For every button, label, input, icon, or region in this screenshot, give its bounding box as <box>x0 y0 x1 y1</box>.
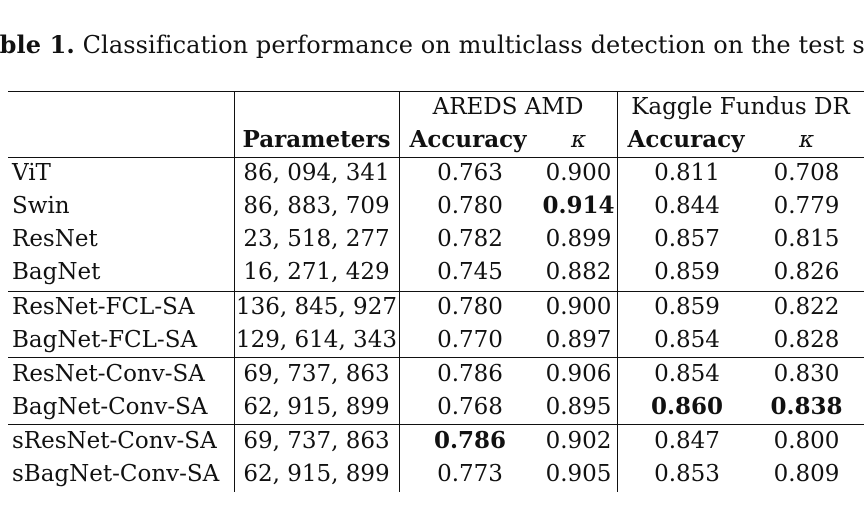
model-name: sResNet-Conv-SA <box>12 428 217 454</box>
kaggle-accuracy: 0.854 <box>654 361 720 387</box>
kaggle-accuracy: 0.854 <box>654 327 720 353</box>
areds-accuracy: 0.770 <box>437 327 503 353</box>
header-rule <box>8 157 864 158</box>
kaggle-kappa: 0.800 <box>773 428 840 454</box>
model-name: BagNet-Conv-SA <box>12 394 208 420</box>
kaggle-kappa: 0.822 <box>773 294 840 320</box>
kaggle-kappa: 0.828 <box>773 327 840 353</box>
table-top-rule <box>8 91 864 92</box>
header-group-areds: AREDS AMD <box>432 94 584 120</box>
kaggle-accuracy: 0.853 <box>654 461 720 487</box>
areds-kappa: 0.914 <box>542 192 615 219</box>
kaggle-kappa: 0.826 <box>773 259 840 285</box>
group-rule-3 <box>8 424 864 425</box>
areds-kappa: 0.882 <box>545 259 612 285</box>
header-group-kaggle: Kaggle Fundus DR <box>631 94 850 120</box>
model-name: Swin <box>12 193 70 219</box>
areds-kappa: 0.905 <box>545 461 612 487</box>
kaggle-kappa: 0.815 <box>773 226 840 252</box>
model-column-rule <box>234 91 235 492</box>
areds-accuracy: 0.782 <box>437 226 503 252</box>
table-caption: able 1. Classification performance on mu… <box>0 30 864 59</box>
header-accuracy-areds: Accuracy <box>409 126 527 153</box>
model-name: ResNet-FCL-SA <box>12 294 195 320</box>
areds-kappa: 0.900 <box>545 160 612 186</box>
areds-kappa: 0.897 <box>545 327 612 353</box>
kaggle-accuracy: 0.859 <box>654 294 720 320</box>
parameters-value: 23, 518, 277 <box>243 226 390 252</box>
parameters-value: 62, 915, 899 <box>243 394 390 420</box>
group-rule-2 <box>8 357 864 358</box>
header-kappa-kaggle: κ <box>798 127 815 153</box>
areds-accuracy: 0.780 <box>437 294 503 320</box>
areds-accuracy: 0.763 <box>437 160 503 186</box>
dataset-separator-rule <box>617 91 618 492</box>
areds-accuracy: 0.786 <box>437 361 503 387</box>
parameters-value: 136, 845, 927 <box>236 294 397 320</box>
kaggle-accuracy: 0.847 <box>654 428 720 454</box>
model-name: sBagNet-Conv-SA <box>12 461 220 487</box>
areds-kappa: 0.895 <box>545 394 612 420</box>
parameters-column-rule <box>399 91 400 492</box>
kaggle-kappa: 0.830 <box>773 361 840 387</box>
header-parameters: Parameters <box>242 126 391 153</box>
parameters-value: 62, 915, 899 <box>243 461 390 487</box>
areds-kappa: 0.902 <box>545 428 612 454</box>
caption-text: Classification performance on multiclass… <box>82 31 864 59</box>
areds-kappa: 0.899 <box>545 226 612 252</box>
kaggle-accuracy: 0.844 <box>654 193 720 219</box>
kaggle-accuracy: 0.811 <box>654 160 720 186</box>
areds-accuracy: 0.745 <box>437 259 503 285</box>
areds-accuracy: 0.786 <box>433 427 507 454</box>
areds-accuracy: 0.768 <box>437 394 503 420</box>
kaggle-accuracy: 0.857 <box>654 226 720 252</box>
kaggle-kappa: 0.809 <box>773 461 840 487</box>
parameters-value: 69, 737, 863 <box>243 428 390 454</box>
areds-accuracy: 0.773 <box>437 461 503 487</box>
kaggle-kappa: 0.779 <box>773 193 840 219</box>
group-rule-1 <box>8 291 864 292</box>
kaggle-accuracy: 0.860 <box>650 393 724 420</box>
parameters-value: 86, 094, 341 <box>243 160 390 186</box>
kaggle-accuracy: 0.859 <box>654 259 720 285</box>
model-name: ResNet-Conv-SA <box>12 361 205 387</box>
areds-kappa: 0.906 <box>545 361 612 387</box>
areds-accuracy: 0.780 <box>437 193 503 219</box>
model-name: BagNet-FCL-SA <box>12 327 198 353</box>
parameters-value: 16, 271, 429 <box>243 259 390 285</box>
areds-kappa: 0.900 <box>545 294 612 320</box>
caption-label: able 1. <box>0 30 75 59</box>
model-name: ViT <box>12 160 51 186</box>
model-name: BagNet <box>12 259 101 285</box>
header-kappa-areds: κ <box>570 127 587 153</box>
parameters-value: 129, 614, 343 <box>236 327 397 353</box>
parameters-value: 86, 883, 709 <box>243 193 390 219</box>
header-accuracy-kaggle: Accuracy <box>627 126 745 153</box>
parameters-value: 69, 737, 863 <box>243 361 390 387</box>
kaggle-kappa: 0.708 <box>773 160 840 186</box>
kaggle-kappa: 0.838 <box>770 393 843 420</box>
model-name: ResNet <box>12 226 98 252</box>
